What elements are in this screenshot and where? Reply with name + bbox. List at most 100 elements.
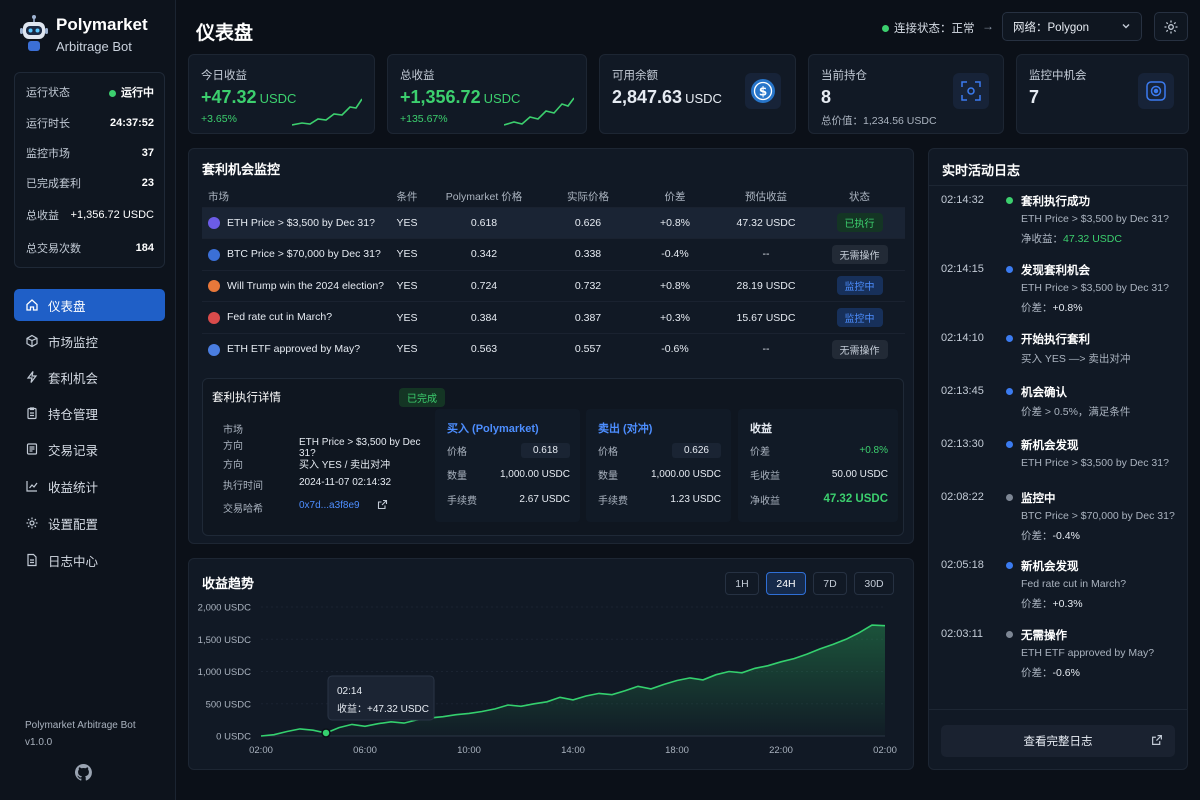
log-title: 无需操作 [1021,630,1067,642]
pm-price: 0.384 [424,301,544,334]
x-tick-label: 22:00 [769,745,793,756]
log-dot-icon [1006,197,1013,204]
nav-arbitrage[interactable]: 套利机会 [14,361,165,393]
table-row[interactable]: ETH Price > $3,500 by Dec 31? YES 0.618 0.6… [202,206,905,239]
table-row[interactable]: ETH ETF approved by May? YES 0.563 0.557 -0.… [202,332,905,365]
gear-icon [25,516,39,530]
arbitrage-monitor-panel: 套利机会监控 市场 条件 Polymarket 价格 实际价格 价差 预估收益 … [188,148,914,544]
card-balance: 可用余额 2,847.63 USDC $ [599,54,796,134]
status-dot-icon [109,89,116,97]
nav-positions[interactable]: 持仓管理 [14,397,165,429]
x-tick-label: 18:00 [665,745,689,756]
status-badge: 已完成 [399,388,445,407]
activity-log-panel: 实时活动日志 02:14:32 套利执行成功 ETH Price > $3,500 … [928,148,1188,770]
spread: +0.8% [632,206,718,239]
nav-market-monitor[interactable]: 市场监控 [14,325,165,357]
github-icon[interactable] [75,764,92,781]
market-icon [208,280,220,293]
market-icon [208,248,220,261]
log-title: 机会确认 [1021,387,1067,399]
status-badge: 监控中 [836,308,883,328]
real-price: 0.732 [544,269,632,302]
external-link-icon [1152,735,1162,745]
range-1h-button[interactable]: 1H [725,572,759,595]
table-row[interactable]: Will Trump win the 2024 election? YES 0.72… [202,269,905,302]
document-icon [25,553,39,567]
nav-settings[interactable]: 设置配置 [14,507,165,539]
settings-button[interactable] [1154,12,1188,41]
market-name: Will Trump win the 2024 election? [227,279,384,292]
highlight-point[interactable] [321,728,331,738]
sell-detail: 卖出 (对冲) 价格 0.626 数量 1,000.00 USDC 手续费 1.23 … [586,409,731,522]
status-badge: 无需操作 [831,339,888,359]
nav-dashboard[interactable]: 仪表盘 [14,289,165,321]
table-row[interactable]: Fed rate cut in March? YES 0.384 0.387 +0.3%… [202,301,905,334]
bolt-icon [25,370,39,384]
card-monitoring-opps: 监控中机会 7 [1016,54,1189,134]
condition: YES [390,301,424,334]
log-time: 02:13:45 [941,385,984,397]
condition: YES [390,332,424,365]
profit-area [261,625,885,736]
range-30d-button[interactable]: 30D [854,572,894,595]
market-name: Fed rate cut in March? [227,311,333,324]
nav-logs[interactable]: 日志中心 [14,544,165,576]
gear-icon [1164,20,1178,33]
log-detail: BTC Price > $70,000 by Dec 31? [1021,510,1175,522]
table-row[interactable]: BTC Price > $70,000 by Dec 31? YES 0.342 0.… [202,238,905,271]
chevron-down-icon [1122,24,1130,29]
estimated-profit: 47.32 USDC [718,206,814,239]
market-name: ETH Price > $3,500 by Dec 31? [227,216,375,229]
usdc-icon: $ [745,73,781,109]
log-time: 02:13:30 [941,438,984,450]
y-tick-label: 500 USDC [206,699,252,710]
real-price: 0.557 [544,332,632,365]
log-time: 02:08:22 [941,491,984,503]
market-name: BTC Price > $70,000 by Dec 31? [227,248,381,261]
nav-profit-stats[interactable]: 收益统计 [14,470,165,502]
card-today-profit: 今日收益 +47.32 USDC +3.65% [188,54,375,134]
log-detail: ETH Price > $3,500 by Dec 31? [1021,457,1169,469]
chart-tooltip [327,675,435,721]
log-time: 02:03:11 [941,628,984,640]
estimated-profit: -- [718,238,814,271]
stat-row-trades: 总交易次数 184 [26,242,154,255]
log-title: 套利执行成功 [1021,196,1090,208]
estimated-profit: 15.67 USDC [718,301,814,334]
log-detail: 买入 YES —> 卖出对冲 [1021,353,1131,365]
condition: YES [390,238,424,271]
profit-detail: 收益 价差 +0.8% 毛收益 50.00 USDC 净收益 47.32 USDC [738,409,898,522]
log-extra: 价差：-0.4% [1021,530,1080,542]
clipboard-icon [25,406,39,420]
log-time: 02:14:32 [941,194,984,206]
profit-chart: 0 USDC 500 USDC 1,000 USDC 1,500 USDC 2,000 … [198,603,897,757]
panel-title: 收益趋势 [202,576,255,591]
view-full-log-button[interactable]: 查看完整日志 [941,725,1175,757]
spread: +0.3% [632,301,718,334]
log-extra: 价差：+0.3% [1021,598,1083,610]
range-7d-button[interactable]: 7D [813,572,847,595]
range-24h-button[interactable]: 24H [766,572,806,595]
network-select[interactable]: 网络：Polygon [1002,12,1142,41]
log-dot-icon [1006,631,1013,638]
svg-text:$: $ [759,85,767,99]
log-time: 02:14:10 [941,332,984,344]
log-detail: 价差 > 0.5%，满足条件 [1021,406,1131,418]
real-price: 0.338 [544,238,632,271]
card-positions: 当前持仓 8 总价值：1,234.56 USDC [808,54,1004,134]
status-badge: 监控中 [836,276,883,296]
real-price: 0.387 [544,301,632,334]
y-tick-label: 2,000 USDC [198,603,251,614]
panel-title: 套利机会监控 [202,162,281,177]
connection-status: 连接状态：正常 [882,20,975,36]
cube-icon [25,334,39,348]
tx-hash-link[interactable]: 0x7d...a3f8e9 [299,500,360,511]
x-tick-label: 10:00 [457,745,481,756]
home-icon [25,298,39,312]
real-price: 0.626 [544,206,632,239]
nav-trades[interactable]: 交易记录 [14,433,165,465]
connection-dot-icon [882,24,889,32]
external-link-icon[interactable] [377,499,388,510]
log-title: 发现套利机会 [1021,265,1090,277]
spread: -0.4% [632,238,718,271]
